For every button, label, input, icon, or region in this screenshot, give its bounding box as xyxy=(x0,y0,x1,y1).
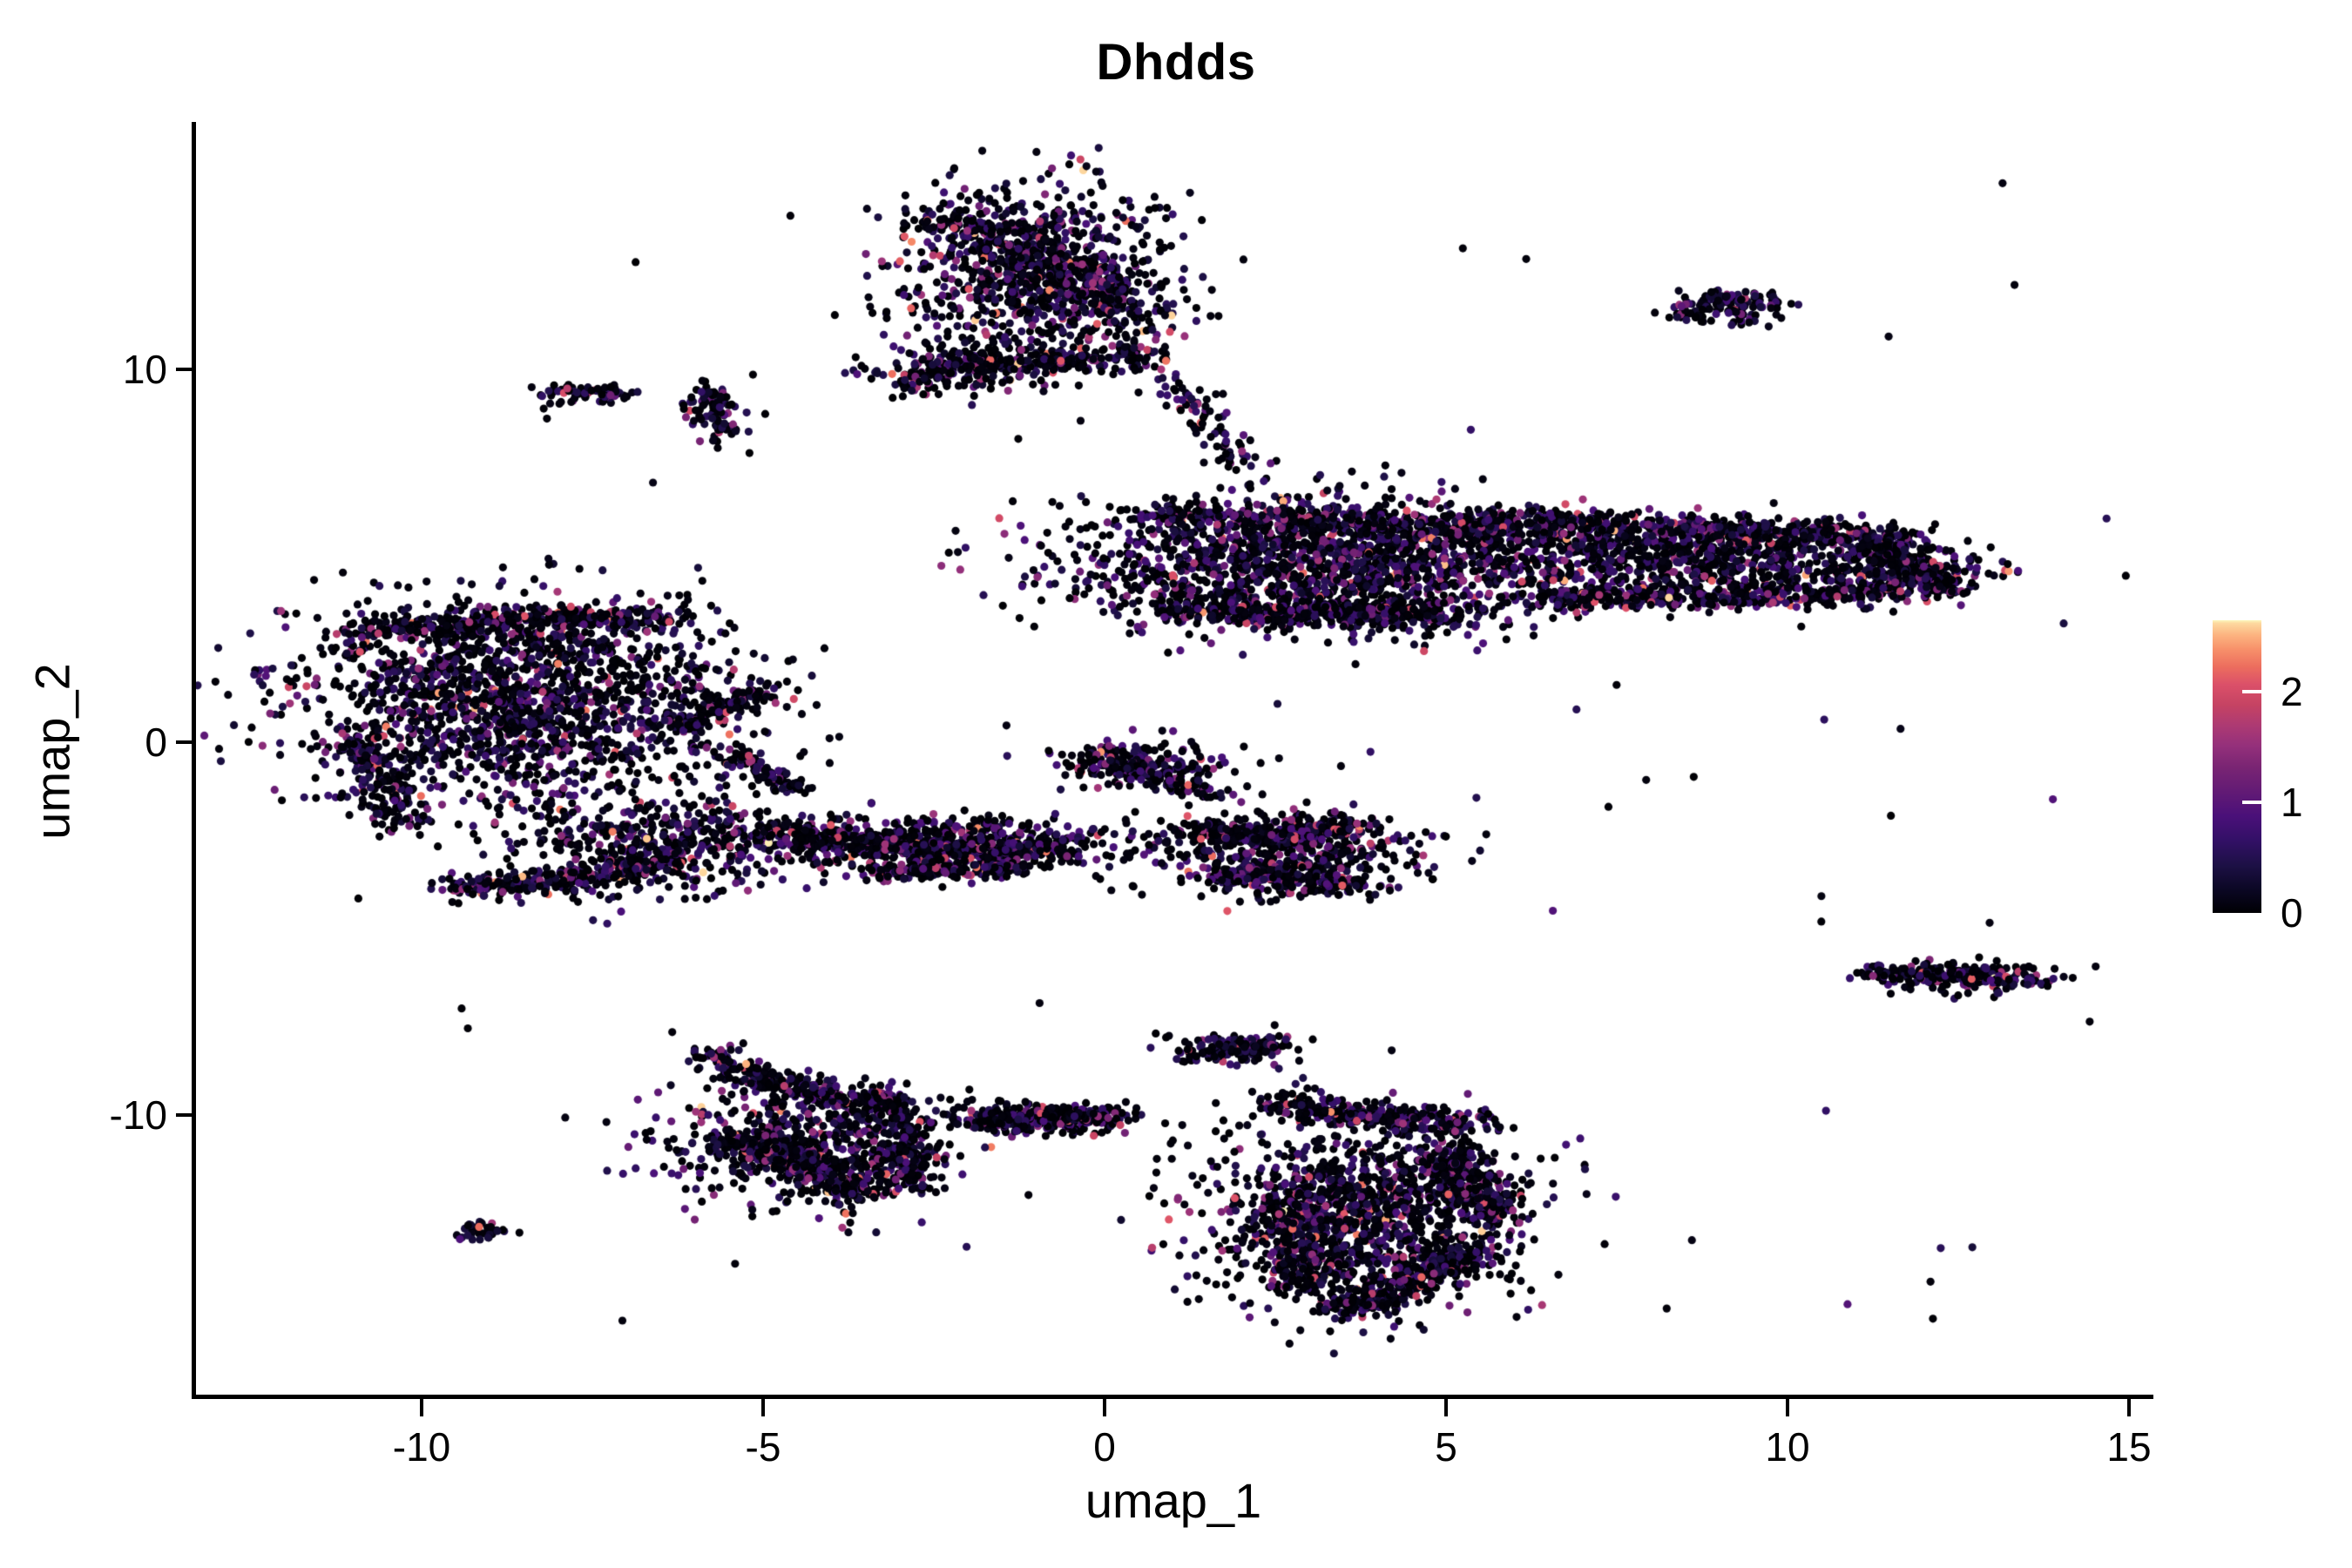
colorbar-tick-label: 1 xyxy=(2281,780,2303,826)
x-axis-label: umap_1 xyxy=(1085,1473,1262,1528)
scatter-plot-area xyxy=(196,122,2153,1395)
y-tick-label: 10 xyxy=(122,347,167,392)
colorbar-gradient xyxy=(2213,620,2261,913)
y-axis-line xyxy=(192,122,196,1399)
x-axis-line xyxy=(193,1395,2153,1399)
x-tick-mark xyxy=(2127,1399,2131,1416)
x-tick-mark xyxy=(1786,1399,1789,1416)
x-tick-mark xyxy=(1103,1399,1106,1416)
x-tick-label: 5 xyxy=(1435,1424,1457,1470)
page-title: Dhdds xyxy=(1096,34,1256,91)
y-tick-label: 0 xyxy=(145,720,167,765)
x-tick-mark xyxy=(1444,1399,1448,1416)
x-tick-label: -5 xyxy=(745,1424,781,1470)
x-tick-label: 15 xyxy=(2106,1424,2152,1470)
colorbar-tick-label: 2 xyxy=(2281,669,2303,715)
colorbar-tick-mark xyxy=(2242,690,2261,694)
x-tick-label: 10 xyxy=(1765,1424,1810,1470)
x-tick-mark xyxy=(761,1399,765,1416)
scatter-points xyxy=(196,122,2153,1395)
y-tick-mark xyxy=(176,368,193,371)
y-tick-label: -10 xyxy=(109,1092,167,1138)
y-tick-mark xyxy=(176,740,193,744)
colorbar-tick-mark xyxy=(2242,801,2261,805)
x-tick-label: -10 xyxy=(392,1424,451,1470)
x-tick-mark xyxy=(420,1399,423,1416)
y-axis-label: umap_2 xyxy=(24,663,80,840)
colorbar-tick-label: 0 xyxy=(2281,890,2303,936)
x-tick-label: 0 xyxy=(1093,1424,1116,1470)
y-tick-mark xyxy=(176,1113,193,1117)
